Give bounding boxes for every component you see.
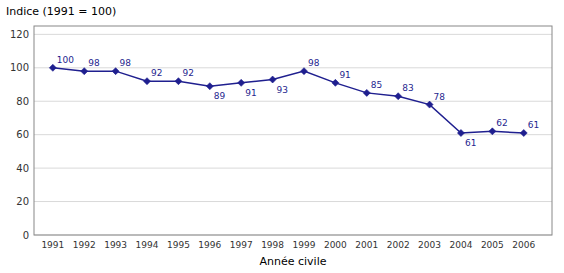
marker [81,68,88,75]
marker [332,79,339,86]
x-tick-label: 2004 [450,240,473,250]
marker [426,101,433,108]
grid-line [34,134,552,135]
y-tick-label: 60 [16,129,29,140]
marker [175,78,182,85]
data-label: 89 [214,91,226,101]
marker [112,68,119,75]
marker [520,130,527,137]
data-label: 91 [245,88,256,98]
x-tick-label: 1995 [167,240,190,250]
marker [144,78,151,85]
data-label: 98 [88,58,100,68]
marker [269,76,276,83]
y-tick-label: 80 [16,96,29,107]
data-label: 61 [465,138,476,148]
data-label: 91 [339,70,350,80]
data-label: 61 [528,120,539,130]
x-tick-label: 2002 [387,240,410,250]
y-tick-label: 120 [10,29,29,40]
x-tick-label: 1999 [293,240,316,250]
data-label: 92 [151,68,162,78]
data-label: 92 [182,68,193,78]
y-tick-label: 40 [16,163,29,174]
x-tick-label: 2005 [481,240,504,250]
y-axis-label: Indice (1991 = 100) [6,5,116,18]
line [53,68,524,133]
marker [363,89,370,96]
grid-line [34,67,552,68]
x-tick-label: 1996 [198,240,221,250]
chart-container: 0 20 40 60 80 100 120 1991 1992 1993 1994 1995 1996 1… [0,0,564,273]
marker [300,68,307,75]
grid-line [34,101,552,102]
marker [489,128,496,135]
plot-frame [34,26,552,235]
x-tick-label: 1997 [230,240,253,250]
y-tick-label: 100 [10,62,29,73]
grid-line [34,201,552,202]
data-label: 85 [371,80,382,90]
x-tick-label: 1993 [104,240,127,250]
marker [238,79,245,86]
data-label: 98 [308,58,320,68]
grid-line [34,168,552,169]
marker [206,83,213,90]
data-label: 93 [277,85,288,95]
marker [395,93,402,100]
marker [49,64,56,71]
x-tick-label: 1994 [136,240,159,250]
grid-line [34,34,552,35]
x-tick-label: 2000 [324,240,347,250]
x-tick-label: 1992 [73,240,96,250]
x-tick-label: 2003 [418,240,441,250]
data-label: 62 [496,118,507,128]
x-tick-label: 2006 [512,240,535,250]
x-tick-label: 1998 [261,240,284,250]
x-tick-label: 2001 [355,240,378,250]
chart: 0 20 40 60 80 100 120 1991 1992 1993 1994 1995 1996 1… [0,0,564,273]
grid [34,34,552,235]
x-axis-label: Année civile [260,255,327,268]
marker [457,130,464,137]
x-tick-label: 1991 [41,240,64,250]
y-tick-label: 0 [23,230,29,241]
data-label: 78 [434,92,446,102]
data-label: 100 [57,55,74,65]
data-label: 83 [402,83,413,93]
data-label: 98 [120,58,132,68]
series [49,64,527,136]
y-tick-label: 20 [16,196,29,207]
